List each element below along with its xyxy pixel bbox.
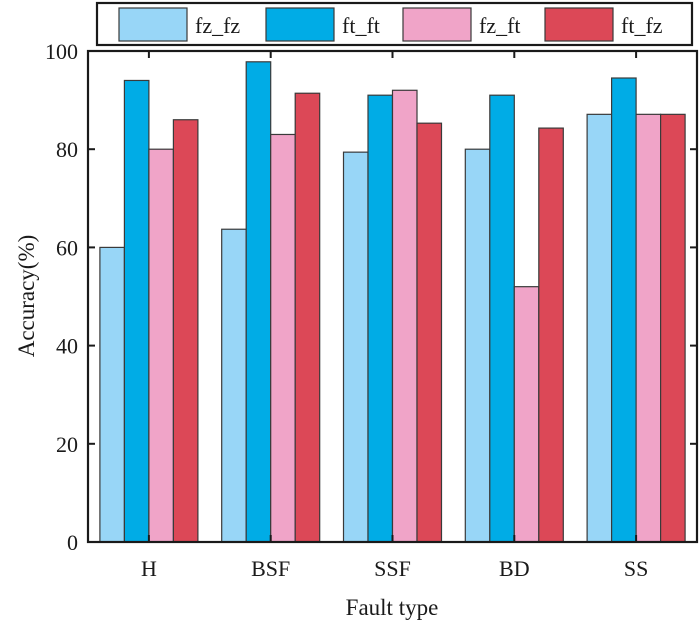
bar-ft_ft-BSF xyxy=(245,61,272,543)
legend-swatch-ft_fz xyxy=(544,7,614,42)
y-axis-tick-labels: 0 20 40 60 80 100 xyxy=(45,39,78,555)
y-tick-label: 40 xyxy=(56,334,78,359)
bar-ft_fz-SS xyxy=(659,113,686,543)
axis-ticks xyxy=(88,50,697,543)
bar-ft_fz-SSF xyxy=(416,122,443,543)
x-tick-label: SSF xyxy=(374,556,411,581)
legend-swatch-fz_fz xyxy=(118,7,188,42)
bars xyxy=(99,61,686,543)
bar-fz_fz-BSF xyxy=(221,228,247,543)
y-tick-label: 20 xyxy=(56,432,78,457)
x-axis-title: Fault type xyxy=(346,595,439,620)
y-tick-label: 100 xyxy=(45,39,78,64)
legend-label-fz_fz: fz_fz xyxy=(195,13,240,38)
legend: fz_fz ft_ft fz_ft ft_fz xyxy=(95,1,694,47)
bar-ft_ft-SS xyxy=(610,77,637,543)
x-tick-label: BSF xyxy=(251,556,290,581)
bar-ft_fz-BD xyxy=(538,127,564,543)
x-tick-label: H xyxy=(141,556,157,581)
y-tick-label: 0 xyxy=(67,530,78,555)
x-tick-label: SS xyxy=(624,556,648,581)
bar-fz_ft-BD xyxy=(513,286,540,543)
bar-ft_ft-H xyxy=(123,79,150,543)
x-axis-tick-labels: H BSF SSF BD SS xyxy=(141,556,648,581)
y-tick-label: 80 xyxy=(56,137,78,162)
legend-swatch-fz_ft xyxy=(402,7,472,42)
bar-fz_ft-BSF xyxy=(270,133,296,543)
bar-fz_fz-BD xyxy=(464,148,491,543)
legend-swatch-ft_ft xyxy=(265,7,335,42)
y-tick-label: 60 xyxy=(56,235,78,260)
legend-label-ft_ft: ft_ft xyxy=(342,13,380,38)
legend-label-fz_ft: fz_ft xyxy=(479,13,521,38)
bar-ft_fz-H xyxy=(172,119,199,543)
bar-ft_fz-BSF xyxy=(294,92,321,543)
bar-fz_fz-SS xyxy=(586,113,613,543)
legend-label-ft_fz: ft_fz xyxy=(621,13,663,38)
bar-fz_ft-SS xyxy=(635,113,662,543)
bar-fz_fz-H xyxy=(99,246,126,543)
x-tick-label: BD xyxy=(499,556,530,581)
bar-ft_ft-BD xyxy=(489,94,515,543)
bar-ft_ft-SSF xyxy=(367,94,394,543)
y-axis-title: Accuracy(%) xyxy=(14,235,39,358)
bar-fz_fz-SSF xyxy=(342,151,369,543)
bar-fz_ft-SSF xyxy=(391,89,418,543)
bar-fz_ft-H xyxy=(148,148,174,543)
